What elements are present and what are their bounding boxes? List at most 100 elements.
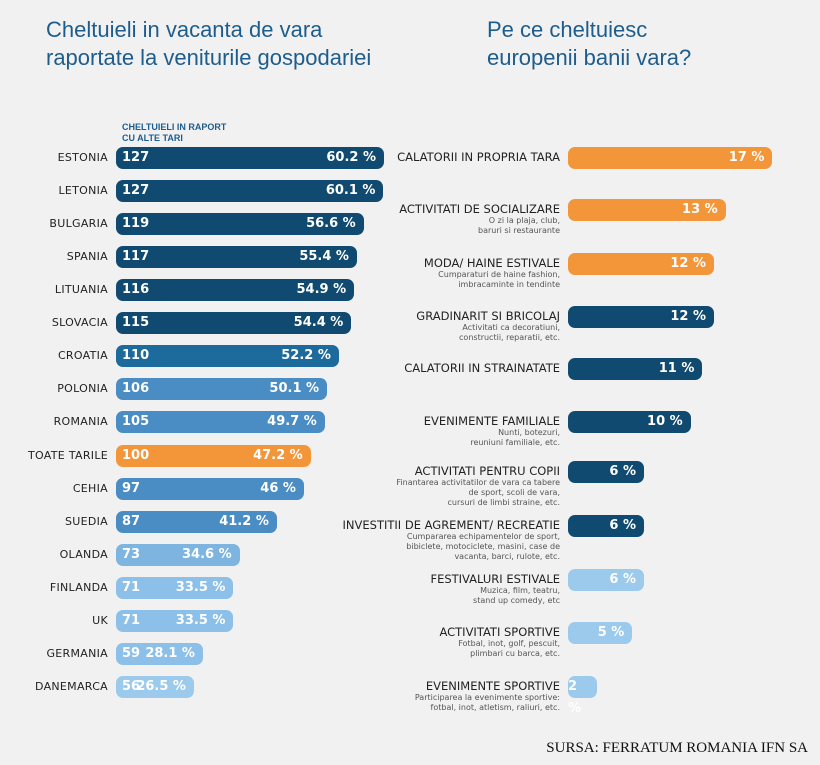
bar: 6 % [568, 515, 645, 537]
category-label: GRADINARIT SI BRICOLAJ [416, 309, 560, 323]
category-label-group: MODA/ HAINE ESTIVALE Cumparaturi de haine… [230, 256, 560, 290]
index-label: CHELTUIELI IN RAPORT CU ALTE TARI [122, 122, 227, 143]
right-chart-title: Pe ce cheltuiesc europenii banii vara? [487, 17, 692, 70]
bar: 119 56.6 % [116, 213, 364, 236]
category-label: CALATORII IN STRAINATATE [404, 361, 560, 375]
category-label: EVENIMENTE SPORTIVE [425, 679, 560, 693]
percent-label: 34.6 % [182, 546, 232, 562]
category-description: Fotbal, inot, golf, pescuit, plimbari cu… [458, 639, 560, 658]
percent-label: 13 % [682, 202, 718, 217]
percent-label: 33.5 % [175, 612, 226, 628]
country-label: LITUANIA [54, 283, 108, 297]
country-label: SUEDIA [64, 514, 108, 528]
index-value: 73 [122, 546, 141, 562]
bar: 6 % [568, 569, 645, 591]
index-value: 106 [122, 381, 150, 397]
percent-label: 5 % [597, 625, 625, 640]
category-label: FESTIVALURI ESTIVALE [430, 572, 560, 586]
bar: 110 52.2 % [116, 345, 339, 368]
percent-label: 46 % [260, 480, 296, 496]
bar: 12 % [568, 253, 715, 275]
bar: 13 % [568, 199, 726, 221]
bar: 127 60.2 % [116, 147, 385, 169]
category-description: Cumpararea echipamentelor de sport, bibi… [406, 532, 560, 561]
source: SURSA: FERRATUM ROMANIA IFN SA [546, 740, 808, 756]
country-label: ROMANIA [53, 415, 108, 429]
index-value: 56 [122, 678, 141, 694]
index-value: 110 [122, 348, 150, 364]
bar: 87 41.2 % [116, 510, 277, 533]
index-value: 59 [122, 645, 141, 661]
percent-label: 41.2 % [219, 513, 269, 529]
index-value: 115 [122, 315, 150, 331]
country-label: ESTONIA [57, 151, 108, 164]
bar: 106 50.1 % [116, 378, 328, 401]
country-label: BULGARIA [49, 217, 108, 231]
percent-label: 17 % [728, 150, 765, 165]
percent-label: 56.6 % [306, 216, 356, 232]
percent-label: 54.9 % [296, 282, 347, 298]
category-label-group: FESTIVALURI ESTIVALE Muzica, film, teatru… [230, 572, 560, 606]
bar: 10 % [568, 411, 691, 433]
country-label: GERMANIA [46, 646, 108, 660]
country-label: TOATE TARILE [28, 448, 108, 462]
category-label-group: INVESTITII DE AGREMENT/ RECREATIE Cumpara… [230, 518, 560, 562]
index-value: 127 [122, 150, 150, 165]
index-value: 71 [122, 579, 141, 595]
percent-label: 6 % [609, 518, 637, 533]
country-label: CEHIA [72, 481, 108, 495]
category-description: Participarea la evenimente sportive: fot… [414, 693, 560, 712]
category-description: Nunti, botezuri, reuniuni familiale, etc… [470, 428, 560, 447]
index-value: 116 [122, 282, 150, 298]
index-value: 119 [122, 216, 150, 232]
category-label-group: ACTIVITATI SPORTIVE Fotbal, inot, golf, p… [230, 625, 560, 659]
category-description: Cumparaturi de haine fashion, imbracamin… [438, 270, 560, 289]
percent-label: 2 % [568, 679, 582, 716]
country-label: OLANDA [59, 547, 108, 561]
country-label: DANEMARCA [35, 679, 108, 693]
index-value: 100 [122, 447, 150, 463]
percent-label: 6 % [609, 464, 637, 479]
category-label-group: CALATORII IN PROPRIA TARA [230, 150, 560, 164]
category-label: CALATORII IN PROPRIA TARA [397, 150, 560, 164]
index-value: 117 [122, 249, 150, 265]
bar: 56 26.5 % [116, 675, 194, 698]
percent-label: 26.5 % [136, 678, 186, 694]
bar: 127 60.1 % [116, 180, 384, 203]
country-label: UK [92, 613, 108, 627]
category-label: ACTIVITATI SPORTIVE [439, 625, 560, 639]
percent-label: 55.4 % [299, 249, 349, 265]
bar: 100 47.2 % [116, 444, 311, 467]
category-label-group: CALATORII IN STRAINATATE [230, 361, 560, 375]
category-description: Activitati ca decoratiuni, constructii, … [459, 323, 560, 342]
bar: 59 28.1 % [116, 642, 203, 665]
category-description: O zi la plaja, club, baruri si restauran… [478, 216, 560, 235]
index-value: 127 [122, 183, 150, 199]
percent-label: 28.1 % [145, 645, 195, 661]
country-label: LETONIA [58, 184, 108, 198]
category-label: EVENIMENTE FAMILIALE [423, 414, 560, 428]
index-value: 97 [122, 480, 141, 496]
bar: 17 % [568, 147, 773, 169]
percent-label: 60.2 % [326, 150, 377, 165]
category-label-group: ACTIVITATI DE SOCIALIZARE O zi la plaja, … [230, 202, 560, 236]
percent-label: 33.5 % [175, 579, 226, 595]
bar: 117 55.4 % [116, 246, 357, 269]
country-label: SLOVACIA [51, 316, 108, 330]
percent-label: 49.7 % [267, 414, 317, 430]
bar: 73 34.6 % [116, 543, 240, 566]
bar: 105 49.7 % [116, 411, 325, 434]
category-label: MODA/ HAINE ESTIVALE [423, 256, 560, 270]
percent-label: 6 % [609, 572, 637, 587]
category-label-group: EVENIMENTE FAMILIALE Nunti, botezuri, reu… [230, 414, 560, 448]
index-value: 87 [122, 513, 141, 529]
percent-label: 11 % [658, 361, 695, 376]
index-value: 71 [122, 612, 141, 628]
country-label: CROATIA [57, 349, 108, 363]
category-description: Finantarea activitatilor de vara ca tabe… [396, 478, 560, 507]
category-label-group: ACTIVITATI PENTRU COPII Finantarea activi… [230, 464, 560, 508]
percent-label: 47.2 % [253, 447, 303, 463]
bar: 116 54.9 % [116, 279, 355, 302]
percent-label: 52.2 % [281, 348, 331, 364]
category-label: ACTIVITATI DE SOCIALIZARE [399, 202, 560, 216]
